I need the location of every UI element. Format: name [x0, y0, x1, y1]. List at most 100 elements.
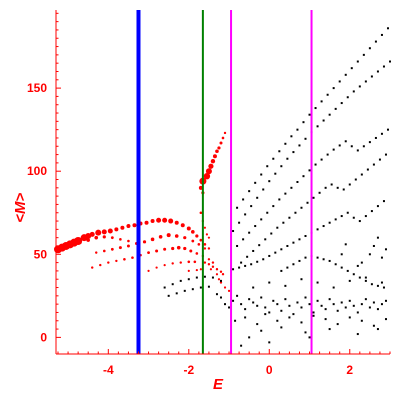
data-point-black — [384, 153, 387, 156]
data-point-black — [364, 80, 367, 83]
data-point-black — [300, 278, 303, 281]
data-point-black — [290, 186, 293, 189]
data-point-red — [156, 217, 162, 223]
data-point-red — [120, 225, 125, 230]
data-point-black — [306, 201, 309, 204]
data-point-black — [288, 304, 291, 307]
data-point-red — [187, 269, 190, 273]
data-point-black — [288, 216, 291, 219]
data-point-black — [278, 150, 281, 153]
data-point-red — [114, 227, 119, 232]
data-point-black — [254, 225, 257, 228]
data-point-black — [238, 221, 241, 224]
data-point-black — [386, 27, 389, 30]
data-point-black — [326, 153, 329, 156]
data-point-black — [276, 226, 279, 229]
data-point-red — [221, 136, 225, 140]
data-point-red — [150, 237, 155, 242]
y-tick-label: 0 — [40, 330, 47, 344]
data-point-black — [302, 121, 305, 124]
data-point-red — [126, 244, 130, 248]
data-point-black — [312, 196, 315, 199]
data-point-red — [166, 233, 171, 238]
data-point-black — [370, 210, 373, 213]
data-point-black — [356, 311, 359, 314]
data-point-black — [304, 235, 307, 238]
data-point-red — [193, 260, 197, 264]
data-point-black — [264, 238, 267, 241]
data-point-black — [248, 190, 251, 193]
data-point-red — [110, 236, 114, 240]
data-point-black — [232, 299, 235, 302]
data-point-black — [238, 266, 241, 269]
data-point-black — [314, 107, 317, 110]
data-point-black — [296, 301, 299, 304]
data-point-red — [95, 251, 98, 254]
data-point-black — [266, 211, 269, 214]
data-point-red — [211, 265, 215, 268]
y-axis-label: <M> — [12, 193, 29, 223]
data-point-black — [324, 186, 327, 189]
data-point-black — [286, 244, 289, 247]
data-point-black — [195, 276, 198, 279]
x-tick-label: -4 — [103, 363, 114, 377]
data-point-black — [302, 175, 305, 178]
data-point-black — [258, 244, 261, 247]
data-point-red — [183, 246, 187, 251]
data-point-red — [180, 223, 185, 228]
data-point-black — [380, 256, 383, 259]
data-point-red — [207, 263, 211, 266]
data-point-red — [163, 247, 167, 251]
data-point-black — [191, 288, 194, 291]
y-tick-label: 50 — [34, 247, 48, 261]
data-point-black — [163, 286, 166, 289]
data-point-black — [318, 191, 321, 194]
data-point-black — [346, 96, 349, 99]
data-point-black — [248, 231, 251, 234]
data-point-red — [107, 261, 110, 264]
data-point-black — [270, 232, 273, 235]
data-point-black — [336, 323, 339, 326]
x-tick-label: 2 — [346, 363, 353, 377]
data-point-red — [186, 226, 191, 231]
data-point-black — [352, 273, 355, 276]
data-point-black — [268, 341, 271, 344]
data-point-black — [368, 141, 371, 144]
data-point-black — [352, 90, 355, 93]
data-point-red — [155, 249, 159, 253]
data-point-red — [126, 224, 131, 229]
data-point-black — [244, 213, 247, 216]
data-point-red — [115, 259, 118, 263]
data-point-black — [368, 47, 371, 50]
data-point-black — [334, 107, 337, 110]
data-point-black — [296, 181, 299, 183]
data-point-black — [284, 142, 287, 145]
data-point-black — [248, 298, 251, 301]
data-point-black — [284, 192, 287, 195]
data-point-red — [219, 141, 223, 145]
data-point-black — [360, 173, 363, 176]
data-point-red — [163, 263, 166, 267]
data-point-red — [102, 235, 106, 239]
data-point-red — [211, 261, 215, 264]
data-point-black — [312, 311, 315, 314]
data-point-black — [380, 132, 383, 135]
data-point-black — [340, 102, 343, 105]
data-point-black — [328, 259, 331, 262]
data-point-black — [215, 293, 218, 296]
data-point-black — [280, 165, 283, 168]
data-point-red — [147, 251, 150, 255]
data-point-black — [350, 145, 353, 148]
data-point-black — [320, 304, 323, 307]
data-point-red — [91, 266, 94, 269]
data-point-black — [278, 198, 281, 201]
data-point-red — [189, 249, 193, 253]
data-point-black — [324, 318, 327, 321]
data-point-black — [340, 266, 343, 269]
data-point-black — [344, 140, 347, 143]
data-point-red — [150, 219, 155, 224]
data-point-black — [244, 316, 247, 319]
data-point-black — [364, 215, 367, 218]
data-point-black — [248, 336, 251, 339]
data-point-red — [183, 236, 187, 240]
